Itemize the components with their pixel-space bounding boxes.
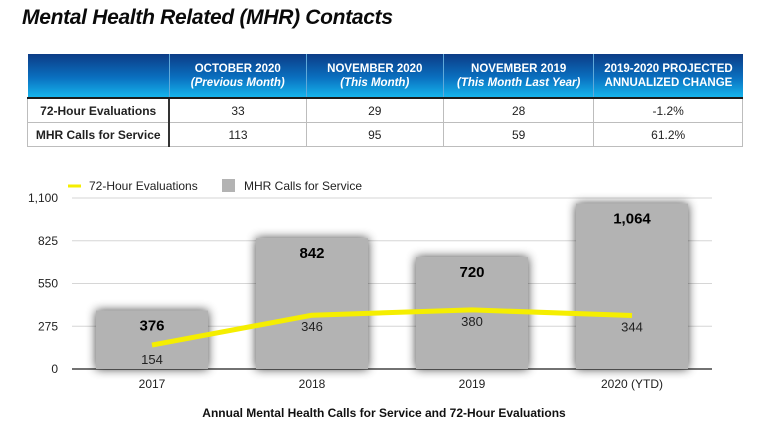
line-value-label: 380: [461, 314, 483, 329]
bar-value-label: 1,064: [613, 211, 651, 228]
y-tick-label: 1,100: [28, 191, 58, 205]
bar-mhr-calls: [576, 203, 688, 369]
x-tick-label: 2017: [139, 377, 166, 391]
x-tick-label: 2019: [459, 377, 486, 391]
bar-mhr-calls: [256, 238, 368, 369]
chart-caption: Annual Mental Health Calls for Service a…: [202, 406, 566, 420]
table-cell: 95: [305, 122, 444, 147]
mhr-contacts-table: OCTOBER 2020 (Previous Month) NOVEMBER 20…: [27, 54, 743, 147]
table-row: 72-Hour Evaluations 33 29 28 -1.2%: [27, 98, 743, 123]
annual-mhr-chart: 0 275 550 825 1,100 376 2017 842 2018 720 2019 1,0…: [28, 179, 712, 391]
table-cell: -1.2%: [593, 98, 743, 123]
header-label: 2019-2020 PROJECTED: [604, 62, 733, 75]
bar-value-label: 842: [299, 245, 324, 262]
line-value-label: 344: [621, 320, 643, 335]
table-cell: 33: [168, 98, 307, 123]
legend-bar-swatch: [222, 179, 235, 192]
header-cell-november-2020: NOVEMBER 2020 (This Month): [306, 54, 444, 99]
table-cell: 59: [442, 122, 595, 147]
line-value-label: 346: [301, 319, 323, 334]
header-sublabel: (Previous Month): [190, 76, 285, 89]
x-tick-label: 2018: [299, 377, 326, 391]
line-72-hour-evaluations: [151, 307, 633, 348]
y-tick-label: 0: [51, 362, 58, 376]
line-value-label: 154: [141, 352, 163, 367]
header-sublabel: (This Month Last Year): [456, 76, 581, 89]
header-label: NOVEMBER 2020: [327, 62, 423, 75]
bar-value-label: 720: [459, 264, 484, 281]
table-cell: 61.2%: [593, 122, 743, 147]
page-title: Mental Health Related (MHR) Contacts: [22, 6, 393, 29]
header-cell-empty: [27, 54, 170, 99]
x-tick-label: 2020 (YTD): [601, 377, 663, 391]
table-cell: 113: [168, 122, 307, 147]
y-tick-label: 550: [38, 277, 58, 291]
header-sublabel: (This Month): [340, 76, 410, 89]
table-cell: 29: [305, 98, 444, 123]
row-label: 72-Hour Evaluations: [27, 98, 171, 123]
y-tick-label: 825: [38, 234, 58, 248]
table-row: MHR Calls for Service 113 95 59 61.2%: [27, 122, 743, 147]
header-sublabel: ANNUALIZED CHANGE: [604, 76, 733, 89]
y-tick-label: 275: [38, 319, 58, 333]
header-cell-october-2020: OCTOBER 2020 (Previous Month): [169, 54, 307, 99]
legend-label: 72-Hour Evaluations: [89, 179, 198, 193]
table-cell: 28: [442, 98, 595, 123]
table-header-row: OCTOBER 2020 (Previous Month) NOVEMBER 20…: [27, 54, 743, 99]
legend-label: MHR Calls for Service: [244, 179, 362, 193]
header-label: NOVEMBER 2019: [471, 62, 567, 75]
header-label: OCTOBER 2020: [194, 62, 281, 75]
header-cell-november-2019: NOVEMBER 2019 (This Month Last Year): [443, 54, 595, 99]
row-label: MHR Calls for Service: [27, 122, 171, 147]
bar-value-label: 376: [139, 318, 164, 335]
header-cell-annualized-change: 2019-2020 PROJECTED ANNUALIZED CHANGE: [593, 54, 743, 99]
